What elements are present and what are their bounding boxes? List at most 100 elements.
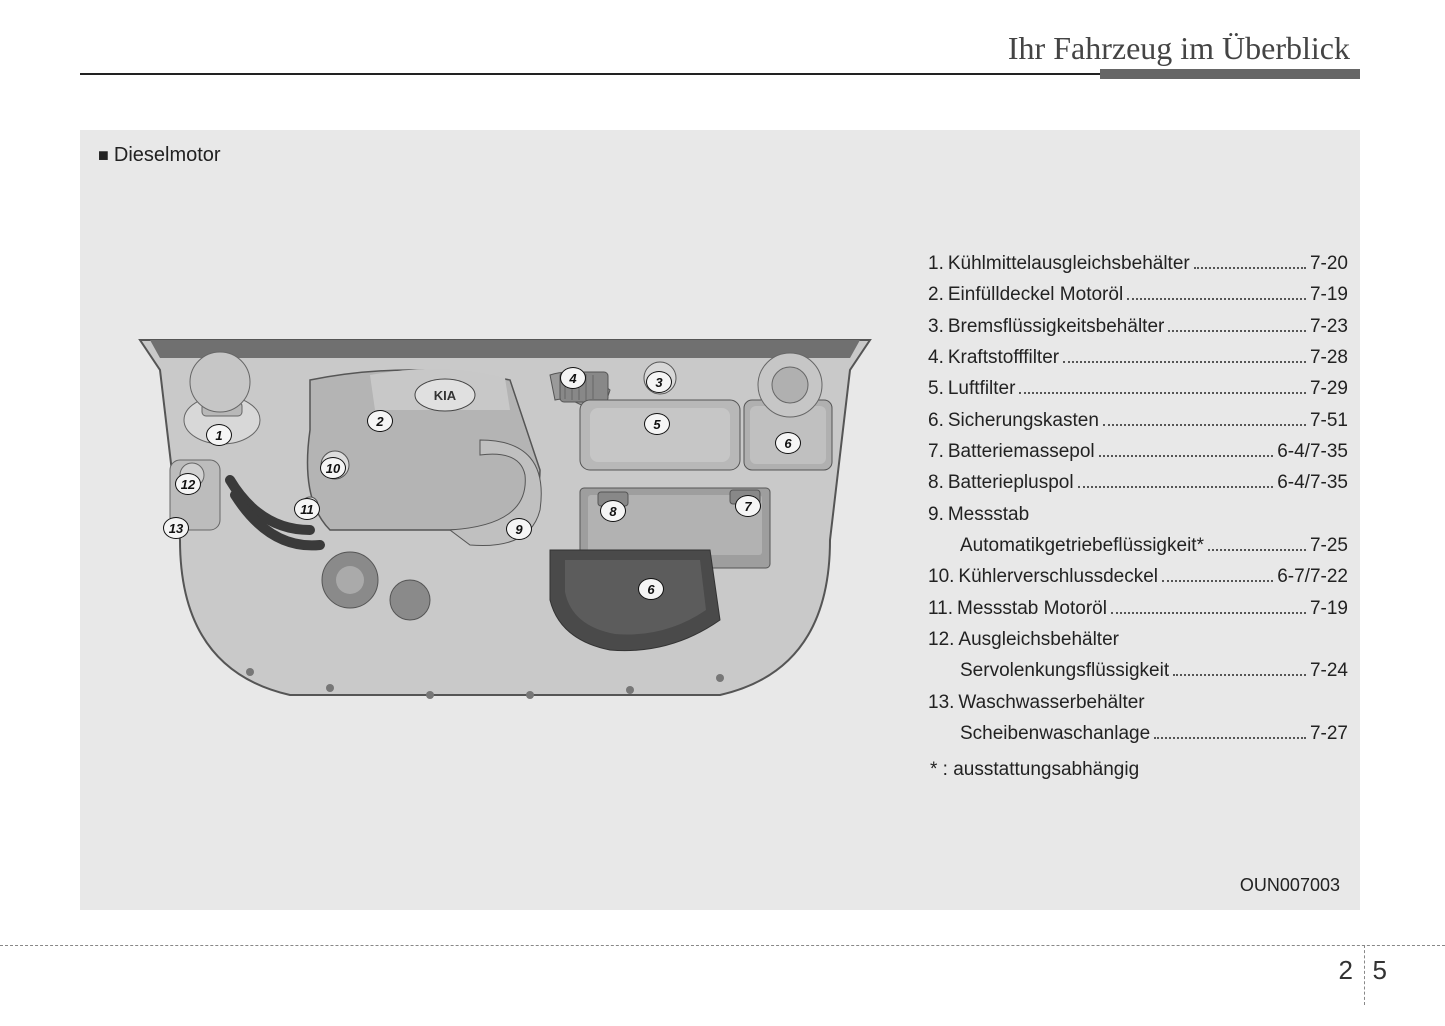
legend-label: Automatikgetriebeflüssigkeit* [956, 530, 1204, 561]
leader-dots [1019, 392, 1306, 394]
legend-label: Waschwasserbehälter [954, 687, 1144, 718]
engine-svg: KIA [110, 300, 900, 730]
legend-label: Scheibenwaschanlage [956, 718, 1150, 749]
crop-mark-vertical [1364, 945, 1365, 1005]
section-number: 2 [1339, 955, 1353, 986]
legend-page: 7-19 [1310, 593, 1348, 624]
legend-num: 9. [928, 499, 944, 530]
leader-dots [1208, 549, 1306, 551]
legend-label: Messstab Motoröl [953, 593, 1107, 624]
legend-label: Luftfilter [944, 373, 1016, 404]
legend-item: 12.Ausgleichsbehälter [928, 624, 1348, 655]
legend-label: Bremsflüssigkeitsbehälter [944, 311, 1164, 342]
legend-item-cont: Automatikgetriebeflüssigkeit* 7-25 [928, 530, 1348, 561]
legend-item: 6.Sicherungskasten7-51 [928, 405, 1348, 436]
header-rule [80, 73, 1360, 75]
legend-page: 7-23 [1310, 311, 1348, 342]
legend-num: 1. [928, 248, 944, 279]
legend-page: 7-29 [1310, 373, 1348, 404]
legend-num: 8. [928, 467, 944, 498]
legend-page: 7-20 [1310, 248, 1348, 279]
legend-num: 7. [928, 436, 944, 467]
leader-dots [1168, 330, 1306, 332]
leader-dots [1103, 424, 1306, 426]
legend-page: 7-51 [1310, 405, 1348, 436]
legend-page: 7-27 [1310, 718, 1348, 749]
leader-dots [1194, 267, 1306, 269]
leader-dots [1078, 486, 1274, 488]
page-number: 5 [1373, 955, 1387, 986]
callout-1: 1 [206, 424, 232, 446]
leader-dots [1111, 612, 1306, 614]
legend-num: 4. [928, 342, 944, 373]
callout-6: 6 [638, 578, 664, 600]
legend-page: 6-7/7-22 [1277, 561, 1348, 592]
legend-item: 10.Kühlerverschlussdeckel 6-7/7-22 [928, 561, 1348, 592]
callout-5: 5 [644, 413, 670, 435]
legend-num: 12. [928, 624, 954, 655]
legend-num: 3. [928, 311, 944, 342]
legend-page: 7-28 [1310, 342, 1348, 373]
legend-item: 1.Kühlmittelausgleichsbehälter 7-20 [928, 248, 1348, 279]
legend-num: 5. [928, 373, 944, 404]
legend-label: Batteriemassepol [944, 436, 1095, 467]
leader-dots [1063, 361, 1306, 363]
legend-num: 11. [928, 593, 953, 624]
leader-dots [1154, 737, 1306, 739]
callout-4: 4 [560, 367, 586, 389]
legend-page: 7-25 [1310, 530, 1348, 561]
callout-10: 10 [320, 457, 346, 479]
legend-item: 7.Batteriemassepol 6-4/7-35 [928, 436, 1348, 467]
legend-label: Ausgleichsbehälter [954, 624, 1119, 655]
legend-label: Sicherungskasten [944, 405, 1099, 436]
leader-dots [1162, 580, 1273, 582]
callout-12: 12 [175, 473, 201, 495]
callout-7: 7 [735, 495, 761, 517]
content-panel: Dieselmotor KIA [80, 130, 1360, 910]
leader-dots [1127, 298, 1306, 300]
leader-dots [1099, 455, 1274, 457]
callout-8: 8 [600, 500, 626, 522]
legend-item: 3.Bremsflüssigkeitsbehälter 7-23 [928, 311, 1348, 342]
legend-page: 7-19 [1310, 279, 1348, 310]
legend-page: 6-4/7-35 [1277, 436, 1348, 467]
legend-item: 13.Waschwasserbehälter [928, 687, 1348, 718]
legend-label: Kühlmittelausgleichsbehälter [944, 248, 1190, 279]
leader-dots [1173, 674, 1306, 676]
legend-num: 2. [928, 279, 944, 310]
legend-list: 1.Kühlmittelausgleichsbehälter7-202.Einf… [928, 248, 1348, 785]
callout-2: 2 [367, 410, 393, 432]
legend-item: 2.Einfülldeckel Motoröl 7-19 [928, 279, 1348, 310]
svg-text:KIA: KIA [434, 388, 457, 403]
legend-item: 5.Luftfilter 7-29 [928, 373, 1348, 404]
page-footer: 2 5 [0, 945, 1445, 1005]
callout-6: 6 [775, 432, 801, 454]
legend-item: 4.Kraftstofffilter 7-28 [928, 342, 1348, 373]
crop-mark-horizontal [0, 945, 1445, 946]
legend-num: 13. [928, 687, 954, 718]
legend-page: 7-24 [1310, 655, 1348, 686]
legend-label: Einfülldeckel Motoröl [944, 279, 1123, 310]
image-code: OUN007003 [1240, 875, 1340, 896]
legend-item: 8.Batteriepluspol 6-4/7-35 [928, 467, 1348, 498]
legend-label: Kühlerverschlussdeckel [954, 561, 1158, 592]
legend-item-cont: Servolenkungsflüssigkeit 7-24 [928, 655, 1348, 686]
legend-page: 6-4/7-35 [1277, 467, 1348, 498]
legend-num: 10. [928, 561, 954, 592]
legend-label: Servolenkungsflüssigkeit [956, 655, 1169, 686]
legend-item-cont: Scheibenwaschanlage 7-27 [928, 718, 1348, 749]
legend-label: Batteriepluspol [944, 467, 1074, 498]
legend-label: Kraftstofffilter [944, 342, 1059, 373]
callout-9: 9 [506, 518, 532, 540]
callout-13: 13 [163, 517, 189, 539]
callout-11: 11 [294, 498, 320, 520]
engine-diagram: KIA [110, 300, 900, 730]
callout-3: 3 [646, 371, 672, 393]
page-header: Ihr Fahrzeug im Überblick [80, 30, 1360, 75]
page-title: Ihr Fahrzeug im Überblick [80, 30, 1360, 67]
panel-label: Dieselmotor [98, 144, 221, 167]
legend-item: 9.Messstab [928, 499, 1348, 530]
legend-footnote: * : ausstattungsabhängig [928, 754, 1348, 785]
legend-label: Messstab [944, 499, 1029, 530]
legend-item: 11.Messstab Motoröl 7-19 [928, 593, 1348, 624]
